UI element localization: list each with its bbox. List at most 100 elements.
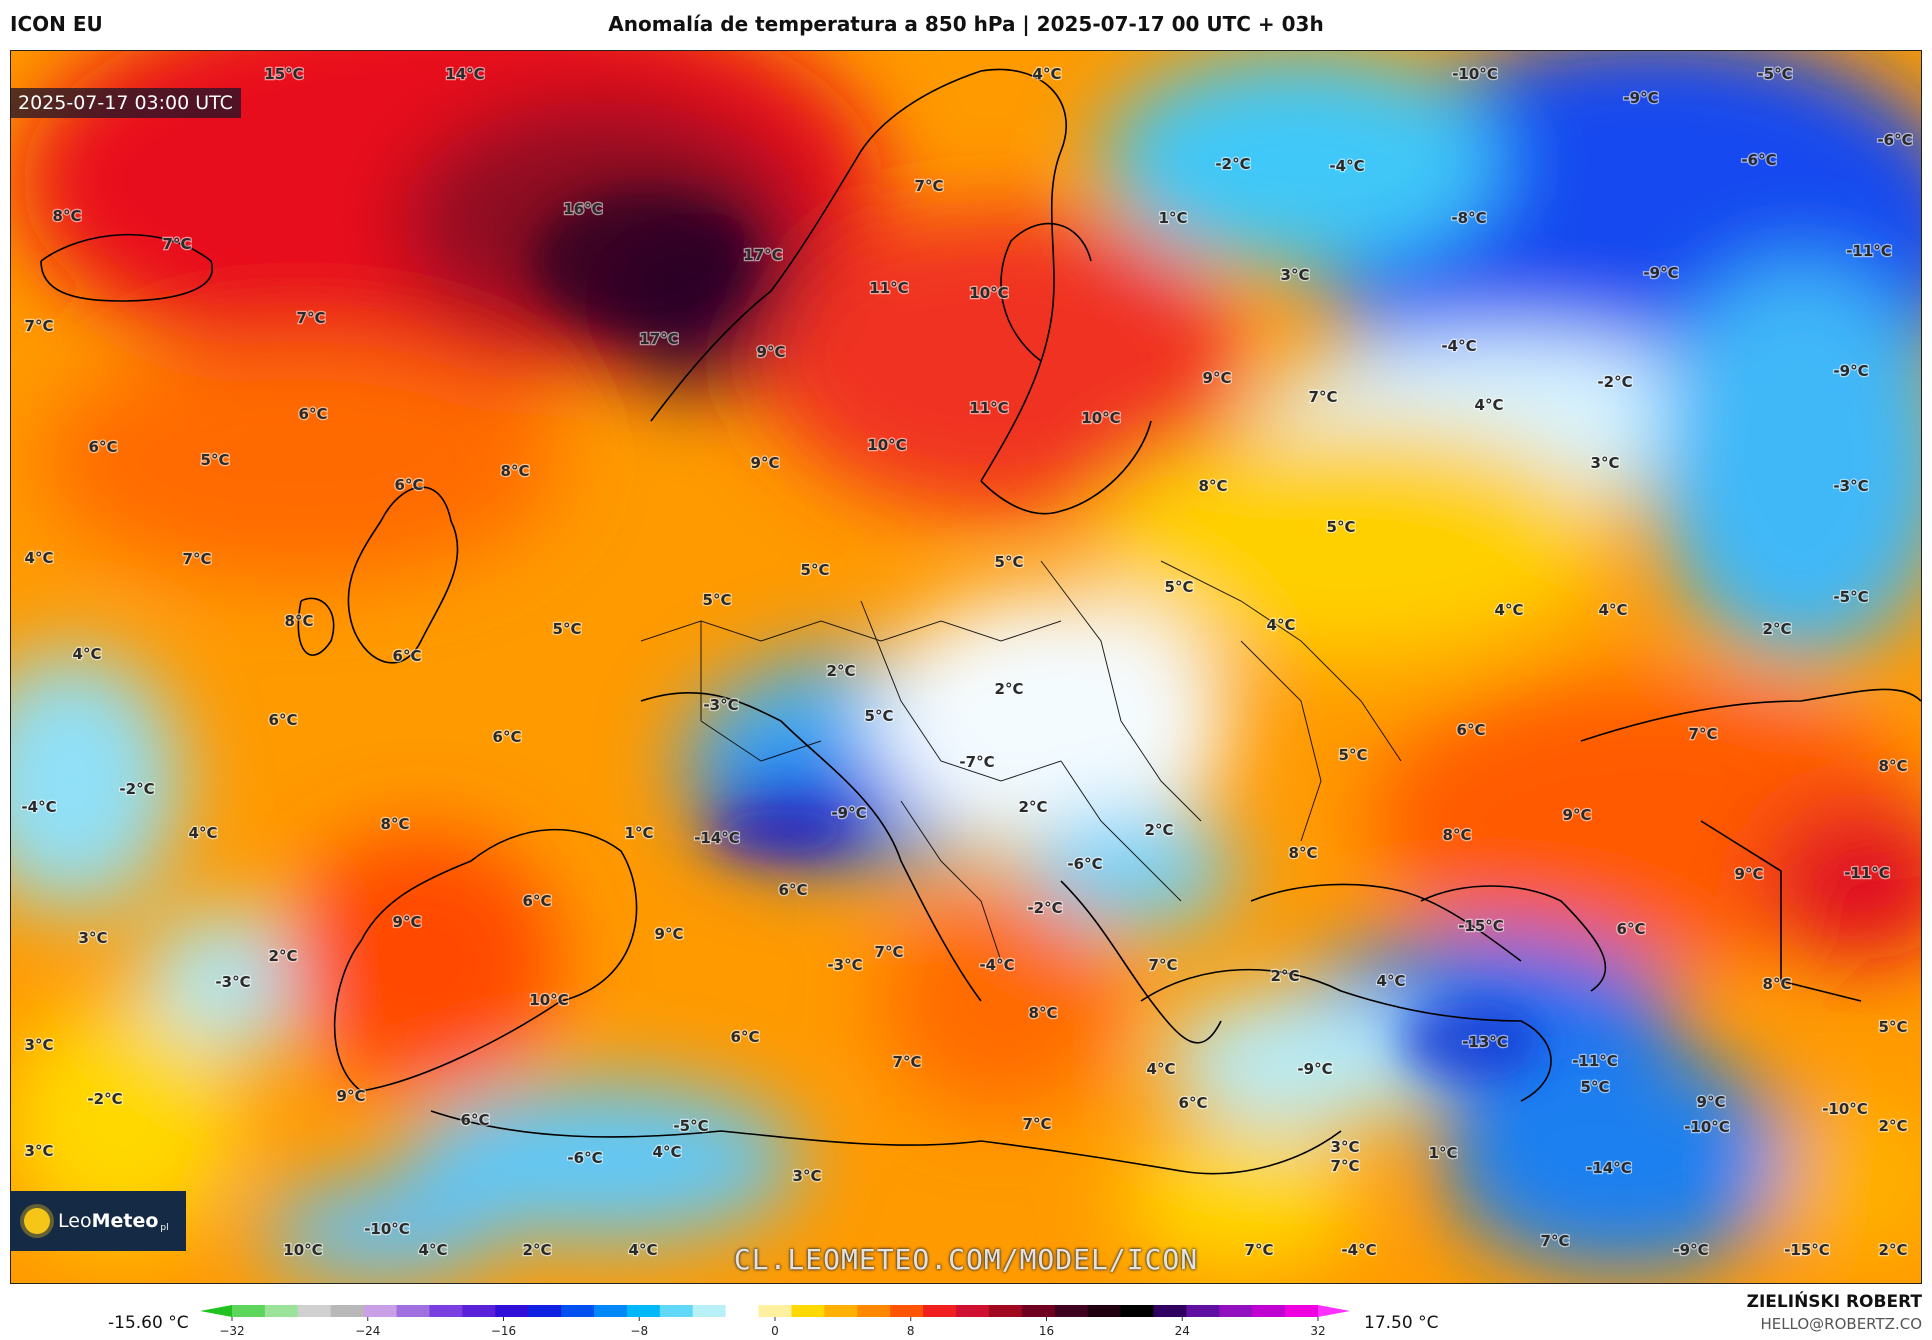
temperature-label: 4°C [73, 645, 102, 663]
temperature-label: 8°C [1199, 477, 1228, 495]
temperature-label: 5°C [1327, 518, 1356, 536]
temperature-label: 7°C [875, 943, 904, 961]
temperature-label: 4°C [25, 549, 54, 567]
temperature-label: 3°C [1591, 454, 1620, 472]
sun-icon [24, 1208, 50, 1234]
temperature-label: 6°C [269, 711, 298, 729]
temperature-anomaly-map: 15°C 14°C 4°C -10°C -9°C -5°C -6°C 7°C -2°C -4°C -… [10, 50, 1922, 1284]
temperature-label: 6°C [299, 405, 328, 423]
temperature-label: -11°C [1844, 864, 1890, 882]
legend-color-step [363, 1305, 398, 1317]
temperature-label: 8°C [1763, 975, 1792, 993]
temperature-label: -4°C [1329, 157, 1364, 175]
temperature-label: 2°C [1879, 1117, 1908, 1135]
temperature-label: 7°C [915, 177, 944, 195]
temperature-label: 17°C [639, 330, 678, 348]
temperature-label: -9°C [1643, 264, 1678, 282]
temperature-label: 7°C [25, 317, 54, 335]
temperature-label: -3°C [215, 973, 250, 991]
temperature-label: 2°C [827, 662, 856, 680]
legend-min-value: -15.60 °C [108, 1313, 189, 1333]
temperature-label: 4°C [653, 1143, 682, 1161]
temperature-label: 9°C [393, 913, 422, 931]
temperature-label: -4°C [21, 798, 56, 816]
legend-color-step [1285, 1305, 1319, 1317]
temperature-label: 5°C [1165, 578, 1194, 596]
temperature-label: -6°C [1741, 151, 1776, 169]
legend-tick-label: 32 [1310, 1324, 1325, 1338]
logo-text-regular: Leo [58, 1210, 92, 1232]
temperature-label: -15°C [1784, 1241, 1830, 1259]
temperature-label: 4°C [1475, 396, 1504, 414]
temperature-label: 5°C [995, 553, 1024, 571]
temperature-label: -5°C [1833, 588, 1868, 606]
temperature-label: -2°C [119, 780, 154, 798]
legend-color-step [264, 1305, 299, 1317]
temperature-label: 5°C [553, 620, 582, 638]
temperature-label: -10°C [1822, 1100, 1868, 1118]
temperature-label: 7°C [183, 550, 212, 568]
temperature-label: 9°C [655, 925, 684, 943]
temperature-label: 8°C [285, 612, 314, 630]
legend-color-step [232, 1305, 266, 1317]
temperature-label: 5°C [801, 561, 830, 579]
legend-color-step [988, 1305, 1023, 1317]
legend-tick-label: 0 [771, 1324, 779, 1338]
temperature-label: -10°C [1452, 65, 1498, 83]
color-scale-legend: −32 −24 −16 −8 0 8 16 24 32 [200, 1305, 1350, 1338]
legend-color-step [626, 1305, 661, 1317]
temperature-label: -3°C [1833, 477, 1868, 495]
temperature-label: 10°C [969, 284, 1008, 302]
temperature-label: 2°C [1879, 1241, 1908, 1259]
temperature-label: 9°C [757, 343, 786, 361]
temperature-label: -9°C [1833, 362, 1868, 380]
legend-color-step [758, 1305, 792, 1317]
legend-min-arrow [200, 1305, 232, 1317]
temperature-label: 7°C [1245, 1241, 1274, 1259]
temperature-label: 2°C [1763, 620, 1792, 638]
legend-color-step [561, 1305, 595, 1317]
temperature-label: 5°C [1339, 746, 1368, 764]
temperature-label: 10°C [529, 991, 568, 1009]
author-name: ZIELIŃSKI ROBERT [1746, 1292, 1922, 1312]
temperature-label: 6°C [1457, 721, 1486, 739]
legend-color-step [462, 1305, 496, 1317]
logo-suffix: pl [160, 1223, 169, 1233]
legend-color-step [923, 1305, 957, 1317]
temperature-label: 5°C [1879, 1018, 1908, 1036]
legend-max-arrow [1318, 1305, 1350, 1317]
temperature-label: -2°C [1597, 373, 1632, 391]
temperature-label: 10°C [283, 1241, 322, 1259]
temperature-label: -15°C [1458, 917, 1504, 935]
legend-ticks: −32 −24 −16 −8 0 8 16 24 32 [219, 1317, 1326, 1338]
temperature-label: -5°C [673, 1117, 708, 1135]
temperature-label: 6°C [395, 476, 424, 494]
temperature-label: -5°C [1757, 65, 1792, 83]
temperature-label: 8°C [501, 462, 530, 480]
temperature-label: 16°C [563, 200, 602, 218]
temperature-label: -9°C [1623, 89, 1658, 107]
legend-tick-label: −32 [219, 1324, 244, 1338]
legend-tick-label: −24 [355, 1324, 380, 1338]
temperature-label: -2°C [87, 1090, 122, 1108]
temperature-label: -3°C [703, 696, 738, 714]
legend-color-step [396, 1305, 430, 1317]
legend-color-step [594, 1305, 628, 1317]
temperature-label: 7°C [163, 235, 192, 253]
temperature-label: 10°C [1081, 409, 1120, 427]
temperature-label: -9°C [1297, 1060, 1332, 1078]
temperature-label: 9°C [1697, 1093, 1726, 1111]
temperature-label: 4°C [189, 824, 218, 842]
temperature-label: 5°C [703, 591, 732, 609]
valid-time-badge: 2025-07-17 03:00 UTC [10, 88, 241, 118]
model-name: ICON EU [10, 12, 103, 36]
temperature-label: 9°C [1203, 369, 1232, 387]
temperature-label: 17°C [743, 246, 782, 264]
temperature-label: 3°C [1331, 1138, 1360, 1156]
legend-color-step [528, 1305, 562, 1317]
temperature-label: 4°C [1599, 601, 1628, 619]
temperature-label: -3°C [827, 956, 862, 974]
legend-color-step [1153, 1305, 1187, 1317]
temperature-label: 6°C [1617, 920, 1646, 938]
temperature-label: 11°C [969, 399, 1008, 417]
